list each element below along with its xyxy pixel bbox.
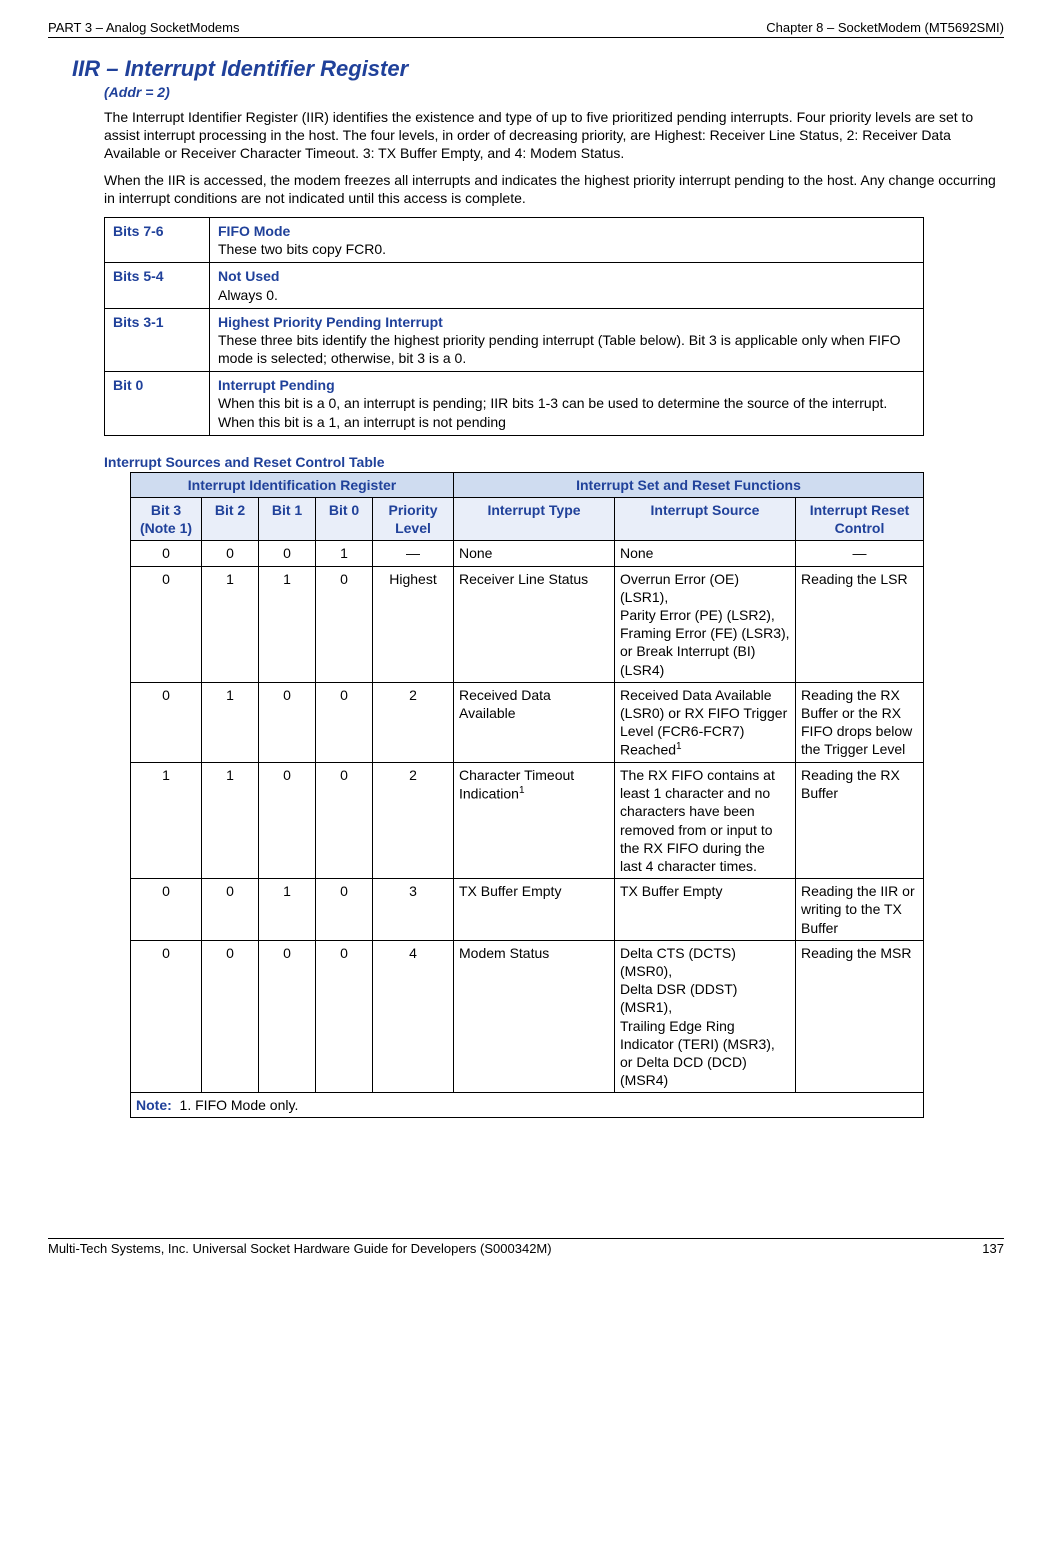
table-cell: 2	[373, 682, 454, 762]
bit-desc: Not UsedAlways 0.	[210, 263, 924, 308]
table-cell: None	[454, 541, 615, 566]
bit-desc: Interrupt PendingWhen this bit is a 0, a…	[210, 372, 924, 436]
col-reset: Interrupt Reset Control	[796, 498, 924, 541]
table-cell: 0	[259, 763, 316, 879]
table-cell: TX Buffer Empty	[615, 879, 796, 941]
table-row: Bits 5-4Not UsedAlways 0.	[105, 263, 924, 308]
table-cell: —	[796, 541, 924, 566]
table-cell: Character Timeout Indication1	[454, 763, 615, 879]
table-cell: 0	[131, 879, 202, 941]
bit-label: Bits 7-6	[105, 217, 210, 262]
table-cell: 1	[131, 763, 202, 879]
section-addr: (Addr = 2)	[104, 84, 1004, 100]
table-cell: 0	[202, 940, 259, 1093]
table-cell: 0	[316, 940, 373, 1093]
bit-label: Bits 5-4	[105, 263, 210, 308]
table-cell: 1	[316, 541, 373, 566]
table-cell: 1	[259, 566, 316, 682]
table-cell: 0	[259, 682, 316, 762]
table-row: 0110HighestReceiver Line StatusOverrun E…	[131, 566, 924, 682]
table-cell: 0	[131, 682, 202, 762]
table-cell: 0	[131, 566, 202, 682]
table-cell: 1	[259, 879, 316, 941]
col-bit3: Bit 3 (Note 1)	[131, 498, 202, 541]
table-cell: 0	[202, 541, 259, 566]
table-cell: 1	[202, 763, 259, 879]
table-cell: 0	[202, 879, 259, 941]
table-cell: The RX FIFO contains at least 1 characte…	[615, 763, 796, 879]
table-cell: Reading the RX Buffer	[796, 763, 924, 879]
table-cell: Received Data Available	[454, 682, 615, 762]
table-cell: TX Buffer Empty	[454, 879, 615, 941]
section-title: IIR – Interrupt Identifier Register	[72, 56, 1004, 82]
footer-left: Multi-Tech Systems, Inc. Universal Socke…	[48, 1241, 552, 1256]
table-cell: 0	[259, 541, 316, 566]
bit-desc: FIFO ModeThese two bits copy FCR0.	[210, 217, 924, 262]
col-bit1: Bit 1	[259, 498, 316, 541]
table-row: 00004Modem StatusDelta CTS (DCTS) (MSR0)…	[131, 940, 924, 1093]
table-cell: 0	[259, 940, 316, 1093]
running-head-left: PART 3 – Analog SocketModems	[48, 20, 240, 35]
table-cell: Overrun Error (OE) (LSR1),Parity Error (…	[615, 566, 796, 682]
table-cell: 1	[202, 566, 259, 682]
interrupt-table-title: Interrupt Sources and Reset Control Tabl…	[104, 454, 1004, 470]
table-row: Bit 0Interrupt PendingWhen this bit is a…	[105, 372, 924, 436]
table-cell: 4	[373, 940, 454, 1093]
col-bit0: Bit 0	[316, 498, 373, 541]
page-footer: Multi-Tech Systems, Inc. Universal Socke…	[48, 1238, 1004, 1256]
col-bit2: Bit 2	[202, 498, 259, 541]
table-cell: Modem Status	[454, 940, 615, 1093]
col-type: Interrupt Type	[454, 498, 615, 541]
intro-para-1: The Interrupt Identifier Register (IIR) …	[104, 108, 1004, 163]
table-cell: 0	[316, 763, 373, 879]
table-cell: Received Data Available (LSR0) or RX FIF…	[615, 682, 796, 762]
table-row: Bits 7-6FIFO ModeThese two bits copy FCR…	[105, 217, 924, 262]
col-priority: Priority Level	[373, 498, 454, 541]
table-row: Bits 3-1Highest Priority Pending Interru…	[105, 308, 924, 372]
table-row: 11002Character Timeout Indication1The RX…	[131, 763, 924, 879]
table-cell: Receiver Line Status	[454, 566, 615, 682]
running-head-right: Chapter 8 – SocketModem (MT5692SMI)	[766, 20, 1004, 35]
footer-right: 137	[982, 1241, 1004, 1256]
table-cell: Highest	[373, 566, 454, 682]
table-cell: 0	[131, 541, 202, 566]
table-cell: Reading the LSR	[796, 566, 924, 682]
table-cell: Reading the MSR	[796, 940, 924, 1093]
table-cell: 0	[316, 682, 373, 762]
table-cell: 3	[373, 879, 454, 941]
table-note: Note: 1. FIFO Mode only.	[131, 1093, 924, 1118]
bit-label: Bit 0	[105, 372, 210, 436]
table-cell: None	[615, 541, 796, 566]
intr-group-left: Interrupt Identification Register	[131, 472, 454, 497]
table-cell: Reading the IIR or writing to the TX Buf…	[796, 879, 924, 941]
table-cell: 2	[373, 763, 454, 879]
table-cell: Delta CTS (DCTS) (MSR0),Delta DSR (DDST)…	[615, 940, 796, 1093]
table-cell: 0	[316, 566, 373, 682]
interrupt-table: Interrupt Identification Register Interr…	[130, 472, 924, 1119]
bit-desc: Highest Priority Pending InterruptThese …	[210, 308, 924, 372]
table-row: 00103TX Buffer EmptyTX Buffer EmptyReadi…	[131, 879, 924, 941]
col-source: Interrupt Source	[615, 498, 796, 541]
intr-group-right: Interrupt Set and Reset Functions	[454, 472, 924, 497]
table-cell: Reading the RX Buffer or the RX FIFO dro…	[796, 682, 924, 762]
table-note-row: Note: 1. FIFO Mode only.	[131, 1093, 924, 1118]
table-cell: 1	[202, 682, 259, 762]
table-row: 0001—NoneNone—	[131, 541, 924, 566]
table-cell: 0	[131, 940, 202, 1093]
intro-para-2: When the IIR is accessed, the modem free…	[104, 171, 1004, 207]
running-head: PART 3 – Analog SocketModems Chapter 8 –…	[48, 20, 1004, 38]
table-cell: —	[373, 541, 454, 566]
table-cell: 0	[316, 879, 373, 941]
bits-table: Bits 7-6FIFO ModeThese two bits copy FCR…	[104, 217, 924, 436]
table-row: 01002Received Data AvailableReceived Dat…	[131, 682, 924, 762]
bit-label: Bits 3-1	[105, 308, 210, 372]
